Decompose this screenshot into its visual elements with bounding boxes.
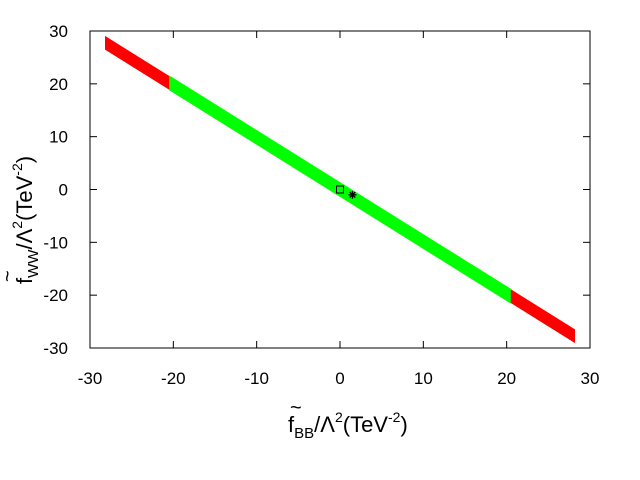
marker-square xyxy=(336,185,344,194)
x-tick-labels: -30 -20 -10 0 10 20 30 xyxy=(78,369,600,388)
y-tick-label: 10 xyxy=(49,128,68,147)
y-axis-label-text: fWW/Λ2(TeV-2) xyxy=(9,156,42,284)
bands xyxy=(105,35,575,344)
y-tick-label: 30 xyxy=(49,22,68,41)
x-tick-label: -20 xyxy=(161,369,186,388)
x-tick-label: 10 xyxy=(414,369,433,388)
y-tick-label: -30 xyxy=(43,339,68,358)
markers xyxy=(336,185,357,199)
x-tick-label: 20 xyxy=(497,369,516,388)
y-axis-label: ~ fWW/Λ2(TeV-2) xyxy=(0,156,42,284)
y-tick-label: 0 xyxy=(59,181,68,200)
marker-star xyxy=(348,190,357,199)
y-tick-label: -10 xyxy=(43,233,68,252)
series-band-1 xyxy=(169,75,511,304)
x-tick-label: -30 xyxy=(78,369,103,388)
y-tick-label: 20 xyxy=(49,75,68,94)
x-tick-label: 30 xyxy=(581,369,600,388)
x-tick-label: -10 xyxy=(244,369,269,388)
x-axis-label-tilde: ~ xyxy=(290,397,302,419)
ticks xyxy=(89,30,591,349)
x-axis-label-text: fBB/Λ2(TeV-2) xyxy=(288,409,408,442)
x-tick-label: 0 xyxy=(335,369,344,388)
y-tick-label: -20 xyxy=(43,286,68,305)
x-axis-label: ~ fBB/Λ2(TeV-2) xyxy=(288,397,408,442)
y-axis-label-tilde: ~ xyxy=(0,270,19,282)
y-tick-labels: -30 -20 -10 0 10 20 30 xyxy=(43,22,68,358)
